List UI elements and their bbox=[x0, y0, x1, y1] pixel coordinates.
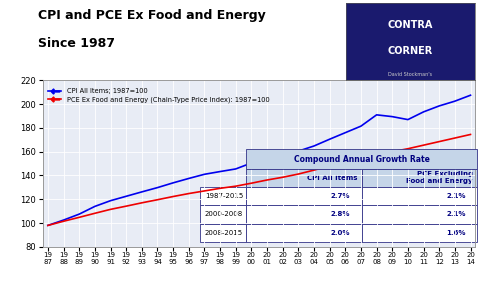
Text: CONTRA: CONTRA bbox=[388, 20, 433, 30]
Legend: CPI All Items; 1987=100, PCE Ex Food and Energy (Chain-Type Price Index): 1987=1: CPI All Items; 1987=100, PCE Ex Food and… bbox=[47, 87, 271, 104]
Text: Since 1987: Since 1987 bbox=[38, 37, 115, 50]
Text: CORNER: CORNER bbox=[388, 46, 433, 56]
Text: Compound Annual Growth Rate: Compound Annual Growth Rate bbox=[294, 155, 430, 164]
FancyBboxPatch shape bbox=[246, 150, 477, 168]
Text: David Stockman's: David Stockman's bbox=[388, 72, 432, 77]
Text: CPI and PCE Ex Food and Energy: CPI and PCE Ex Food and Energy bbox=[38, 9, 266, 22]
